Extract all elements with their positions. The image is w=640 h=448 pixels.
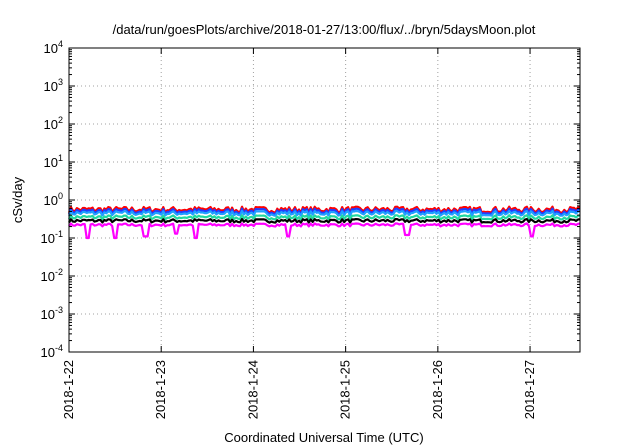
y-tick-label: 10-4: [41, 343, 63, 360]
x-tick-label: 2018-1-26: [430, 360, 445, 419]
y-tick-label: 10-3: [41, 305, 63, 322]
axes: 10-4 10-3 10-2 10-1 100 101 102 103 104 2018-1-22…: [41, 39, 580, 419]
y-tick-label: 10-1: [41, 229, 63, 246]
y-tick-label: 104: [44, 39, 63, 56]
series-line: [68, 222, 581, 240]
x-tick-label: 2018-1-22: [61, 360, 76, 419]
y-tick-label: 102: [44, 115, 63, 132]
series-line: [67, 207, 581, 216]
y-tick-label: 103: [44, 77, 63, 94]
chart-title: /data/run/goesPlots/archive/2018-01-27/1…: [113, 22, 536, 37]
y-tick-label: 10-2: [41, 267, 63, 284]
x-tick-label: 2018-1-24: [245, 360, 260, 419]
series-line: [68, 218, 581, 224]
series-line: [68, 214, 581, 221]
x-tick-label: 2018-1-27: [522, 360, 537, 419]
x-tick-label: 2018-1-23: [153, 360, 168, 419]
y-tick-label: 100: [44, 191, 63, 208]
grid: [68, 48, 580, 352]
y-axis-label: cSv/day: [10, 176, 25, 223]
y-tick-label: 101: [44, 153, 63, 170]
series-line: [67, 205, 581, 214]
x-axis-label: Coordinated Universal Time (UTC): [224, 430, 423, 445]
series-line: [67, 209, 581, 217]
series-layer: [67, 205, 581, 240]
x-tick-label: 2018-1-25: [338, 360, 353, 419]
